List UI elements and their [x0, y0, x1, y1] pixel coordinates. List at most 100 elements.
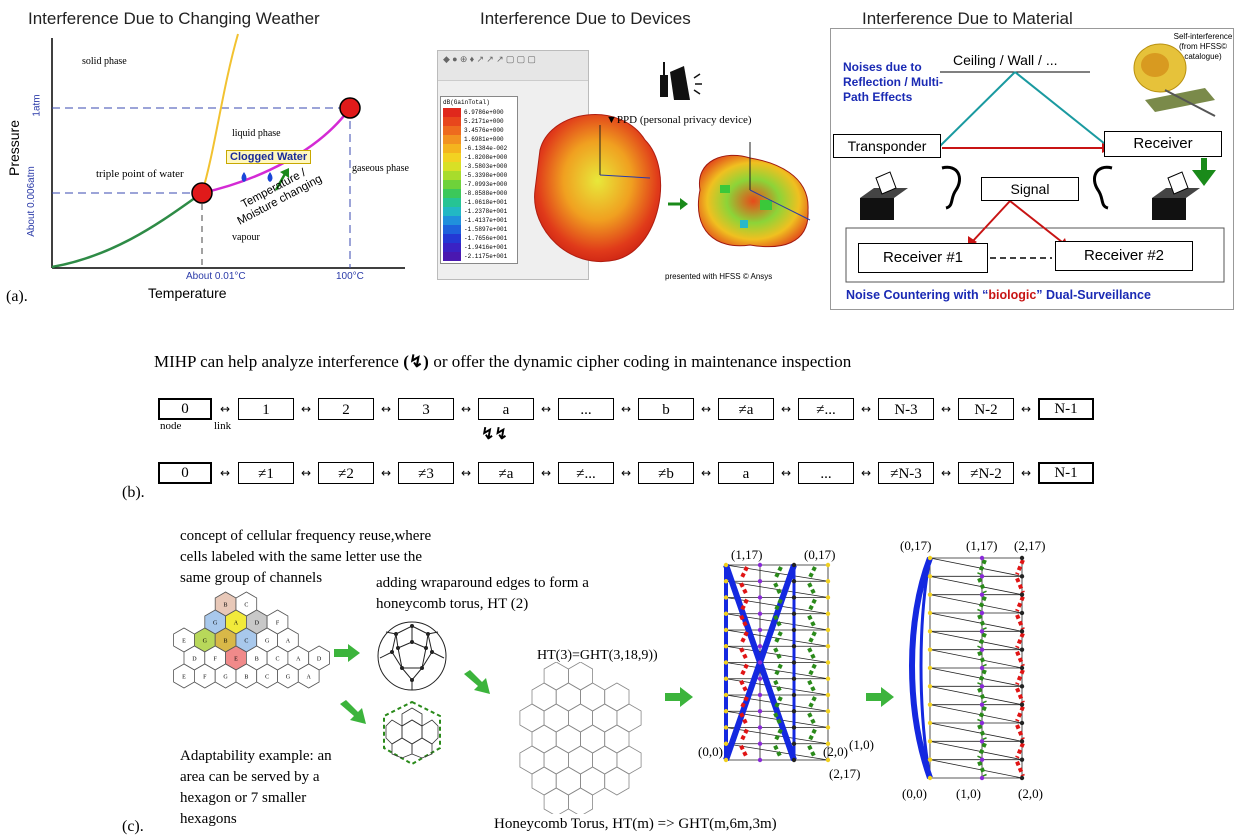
chain-link-arrow: ↔: [700, 466, 712, 480]
heading-post: or offer the dynamic cipher coding in ma…: [433, 352, 852, 371]
countering-post: ” Dual-Surveillance: [1036, 288, 1151, 302]
hex-letter: B: [224, 639, 228, 645]
devices-title: Interference Due to Devices: [480, 9, 691, 28]
legend-row: -8.8588e+000: [443, 189, 515, 198]
chain-link-arrow: ↔: [780, 466, 792, 480]
ght-node: [979, 739, 985, 744]
g1-label-tl: (1,17): [731, 547, 763, 562]
ght-node: [825, 595, 831, 600]
ght-node: [927, 555, 933, 561]
ght-dashed-edge: [977, 595, 987, 612]
ht3-cell: [568, 745, 593, 775]
legend-swatch: [443, 234, 461, 243]
legend-value: -1.0618e+001: [464, 199, 508, 206]
ght-dashed-edge: [739, 744, 749, 759]
ght-node: [927, 739, 933, 744]
ght-node: [825, 562, 831, 568]
ght-node: [927, 647, 933, 652]
g2-label-t2: (1,17): [966, 538, 998, 553]
ght-node: [979, 775, 985, 781]
legend-value: -1.7656e+001: [464, 235, 508, 242]
ght-node: [757, 627, 763, 633]
legend-value: -6.1384e-002: [464, 145, 508, 152]
chain-node: ≠N-3: [878, 462, 934, 484]
ght-node: [757, 660, 763, 665]
chain-node: 2: [318, 398, 374, 420]
ght-node: [979, 629, 985, 634]
chain-node: N-1: [1038, 462, 1094, 484]
chain-link-arrow: ↔: [940, 402, 952, 416]
ght-edge: [929, 704, 1023, 724]
chain-node: ≠a: [478, 462, 534, 484]
chain-node: ...: [558, 398, 614, 420]
ght-dashed-edge: [739, 647, 749, 662]
ght-node: [1019, 574, 1025, 579]
chain-node: a: [718, 462, 774, 484]
legend-row: -2.1175e+001: [443, 252, 515, 261]
hex-letter: G: [213, 621, 218, 627]
p-low-label: About 0.006atm: [25, 166, 37, 237]
ght-edge: [929, 667, 1023, 687]
ght-dashed-edge: [739, 728, 749, 743]
ght-node: [1019, 720, 1025, 726]
chain-node: 1: [238, 398, 294, 420]
ht3-cell: [531, 766, 557, 796]
vapour-label: vapour: [232, 232, 260, 243]
chain-node: N-1: [1038, 398, 1094, 420]
ght-node: [791, 660, 797, 665]
ght-edge: [929, 685, 1023, 706]
chain-link-arrow: ↔: [620, 402, 632, 416]
ght-node: [927, 592, 933, 597]
ght-node: [825, 644, 831, 649]
ght-node: [723, 579, 729, 584]
ght-node: [825, 725, 831, 730]
ght-dashed-edge: [977, 559, 987, 576]
ght-node: [979, 610, 985, 616]
ght-node: [757, 741, 763, 746]
legend-row: 3.4576e+000: [443, 126, 515, 135]
ht3-cell: [616, 703, 642, 733]
ght-node: [1019, 757, 1025, 762]
hex-letter: D: [255, 621, 260, 627]
legend-row: 5.2171e+000: [443, 117, 515, 126]
chain-node: ≠N-2: [958, 462, 1014, 484]
ght-node: [825, 676, 831, 681]
hex-letter: E: [182, 675, 186, 681]
ght-node: [825, 611, 831, 616]
solid-phase-label: solid phase: [82, 56, 127, 67]
ght-edge: [929, 759, 1023, 779]
ght-dashed-edge: [1015, 595, 1025, 612]
ght-dashed-edge: [1015, 687, 1025, 704]
ceiling-label: Ceiling / Wall / ...: [953, 52, 1058, 68]
ght-dashed-edge: [977, 705, 987, 722]
ht3-cell: [531, 682, 557, 712]
phase-diagram: [51, 33, 405, 269]
ght-node: [791, 627, 797, 633]
hex-letter: E: [182, 639, 186, 645]
legend-value: -1.9416e+001: [464, 244, 508, 251]
chain-node: b: [638, 398, 694, 420]
chain-link-arrow: ↔: [540, 466, 552, 480]
ht3-cell: [592, 703, 618, 733]
ght-node: [723, 611, 729, 616]
countering-pre: Noise Countering with “: [846, 288, 989, 302]
chain-link-arrow: ↔: [460, 466, 472, 480]
ght-node: [757, 725, 763, 730]
legend-value: -1.5897e+001: [464, 226, 508, 233]
ght-dashed-edge: [807, 728, 817, 743]
adapt-line-1: Adaptability example: an: [180, 748, 332, 764]
ght-node: [1019, 555, 1025, 561]
chain-link-arrow: ↔: [219, 466, 231, 480]
ght-dashed-edge: [977, 669, 987, 686]
ght-dashed-edge: [1015, 559, 1025, 576]
ht3-cell: [531, 724, 557, 754]
ght-dashed-edge: [807, 744, 817, 759]
chain-node: 3: [398, 398, 454, 420]
ght-dashed-edge: [807, 631, 817, 646]
ght-dashed-edge: [807, 647, 817, 662]
ght-node: [723, 595, 729, 600]
ght-node: [927, 574, 933, 579]
ght-node: [979, 720, 985, 726]
ght-node: [791, 676, 797, 681]
ght-node: [1019, 610, 1025, 616]
